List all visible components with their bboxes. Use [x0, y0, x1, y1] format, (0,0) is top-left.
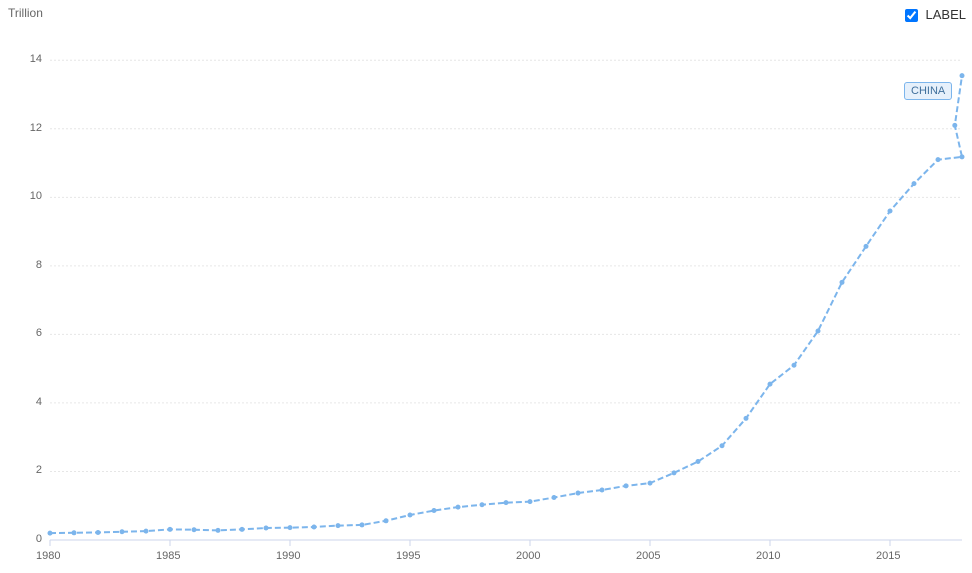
x-tick-label: 1990	[276, 550, 300, 562]
x-tick-label: 1985	[156, 550, 180, 562]
x-tick-label: 1980	[36, 550, 60, 562]
y-tick-label: 12	[30, 122, 42, 134]
series-label-china[interactable]: CHINA	[904, 82, 952, 100]
x-tick-label: 2000	[516, 550, 540, 562]
x-tick-label: 2015	[876, 550, 900, 562]
y-tick-label: 4	[36, 396, 42, 408]
x-tick-label: 2005	[636, 550, 660, 562]
y-tick-label: 14	[30, 53, 42, 65]
chart-svg	[0, 0, 972, 573]
chart-container: Trillion LABEL CHINA 0246810121419801985…	[0, 0, 972, 573]
y-tick-label: 2	[36, 464, 42, 476]
x-tick-label: 2010	[756, 550, 780, 562]
y-tick-label: 0	[36, 533, 42, 545]
y-tick-label: 8	[36, 259, 42, 271]
y-tick-label: 10	[30, 190, 42, 202]
y-tick-label: 6	[36, 327, 42, 339]
x-tick-label: 1995	[396, 550, 420, 562]
